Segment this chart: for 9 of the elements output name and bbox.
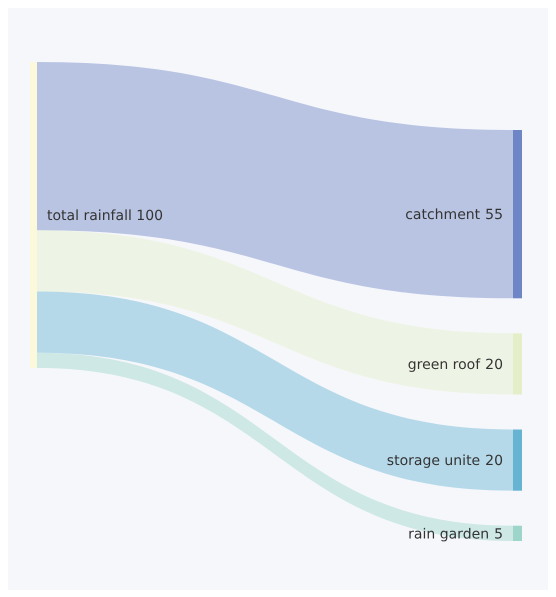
data-label: 55 [485, 207, 503, 224]
category-label: catchment [405, 207, 481, 224]
category-label: green roof [408, 356, 482, 373]
data-label: 5 [494, 526, 503, 542]
data-label: 20 [485, 356, 503, 373]
category-label: rain garden [408, 526, 490, 542]
data-label: 20 [485, 453, 503, 469]
text: total rainfall 100 [47, 208, 164, 224]
category-label: storage unite [386, 453, 480, 469]
